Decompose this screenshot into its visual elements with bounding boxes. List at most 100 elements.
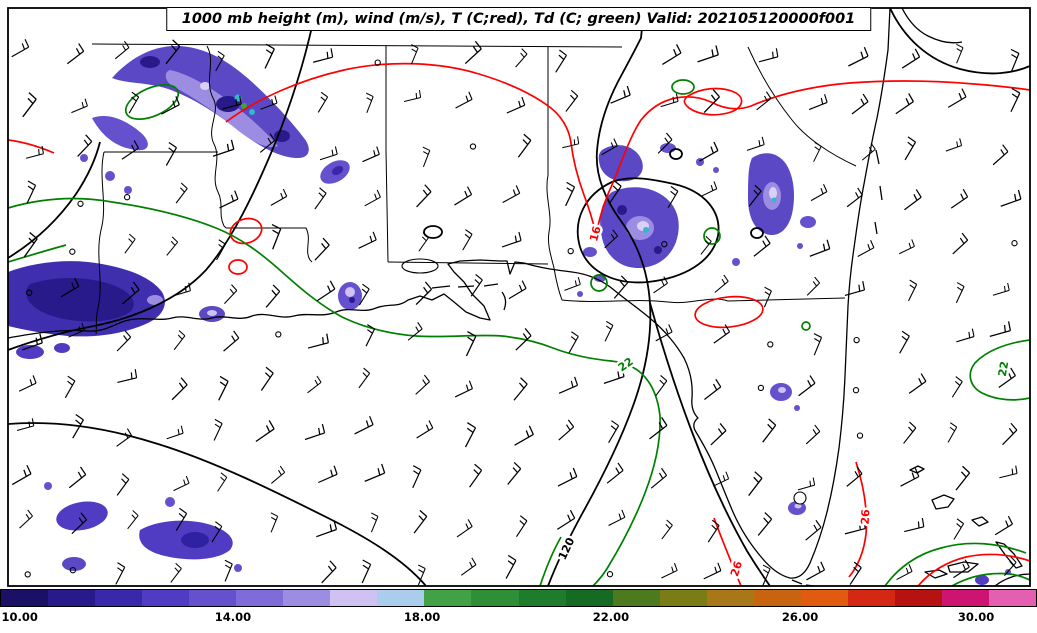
wind-barb xyxy=(416,420,434,439)
wind-barb xyxy=(844,519,866,535)
shaded-speck-green xyxy=(241,103,247,109)
wind-barb xyxy=(260,366,274,391)
dewpoint-contour-22 xyxy=(969,339,1030,401)
wind-barb xyxy=(710,423,727,446)
colorbar-segment xyxy=(48,590,96,606)
wind-barb xyxy=(171,377,188,401)
wind-barb xyxy=(218,375,229,401)
shaded-speck xyxy=(200,82,210,90)
wind-barb xyxy=(361,559,372,584)
colorbar-segment xyxy=(565,590,613,606)
wind-barb xyxy=(653,276,669,294)
state-border-alabama-georgia xyxy=(546,47,563,301)
wind-barb xyxy=(165,141,178,166)
wind-barb xyxy=(989,321,1012,337)
wind-barb xyxy=(608,179,622,205)
colorbar-segment xyxy=(283,590,331,606)
contour-label-dewpoint: 22 xyxy=(616,355,636,374)
wind-barb xyxy=(464,40,482,65)
colorbar-segment xyxy=(894,590,942,606)
shaded-dot xyxy=(797,243,803,249)
wind-barb xyxy=(224,559,233,582)
wind-barb xyxy=(455,91,473,109)
wind-barb xyxy=(608,420,620,444)
shaded-dot xyxy=(577,291,583,297)
wind-barb xyxy=(650,467,668,489)
wind-barb xyxy=(763,286,772,308)
wind-barb xyxy=(557,467,578,487)
wind-barb xyxy=(999,465,1018,479)
wind-barb xyxy=(370,512,379,533)
dewpoint-contour-closed xyxy=(124,84,180,120)
wind-barb xyxy=(895,93,914,115)
wind-barb xyxy=(762,418,777,443)
wind-barb xyxy=(124,233,136,254)
wind-barb xyxy=(19,509,33,529)
wind-barb xyxy=(758,48,779,63)
wind-barb xyxy=(77,134,93,157)
shaded-core xyxy=(181,532,209,548)
wind-barb xyxy=(851,93,869,115)
wind-barb xyxy=(116,428,133,447)
calm-wind-circle xyxy=(767,341,774,348)
wind-barb xyxy=(562,136,580,149)
wind-barb xyxy=(121,140,140,160)
wind-barb xyxy=(945,138,963,152)
wind-barb xyxy=(365,324,376,347)
colorbar-segment xyxy=(847,590,895,606)
state-borders xyxy=(91,43,857,335)
wind-barb xyxy=(166,425,184,440)
wind-barb xyxy=(992,282,1010,296)
wind-barb xyxy=(810,184,828,202)
wind-barb xyxy=(358,231,377,249)
wind-barb xyxy=(699,141,719,162)
wind-barb xyxy=(224,284,238,305)
shaded-dot xyxy=(713,167,719,173)
wind-barb xyxy=(517,133,532,158)
wind-barb xyxy=(861,142,876,161)
wind-barb xyxy=(127,510,139,530)
wind-barb xyxy=(746,136,765,151)
wind-barb xyxy=(565,181,576,207)
dewpoint-contour xyxy=(951,572,1030,586)
temperature-contour-26 xyxy=(713,517,742,586)
wind-barb xyxy=(697,45,719,63)
shaded-fragment xyxy=(320,160,350,184)
wind-barb xyxy=(515,48,528,68)
wind-barb xyxy=(809,239,831,257)
temperature-contour xyxy=(917,553,1030,586)
shaded-speck-cyan xyxy=(249,109,255,115)
wind-barb xyxy=(904,136,917,161)
shaded-speck xyxy=(349,297,355,303)
wind-barb xyxy=(506,96,526,114)
wind-barb xyxy=(901,48,921,69)
wind-barb xyxy=(316,280,336,302)
wind-barb xyxy=(956,328,975,343)
wind-barb xyxy=(748,471,763,497)
shaded-dot xyxy=(165,497,175,507)
wind-barb xyxy=(454,186,473,206)
wind-barb xyxy=(848,46,869,67)
wind-barb xyxy=(365,92,374,114)
wind-barb xyxy=(956,43,964,64)
wind-barb xyxy=(217,472,228,492)
wind-barb xyxy=(952,232,969,255)
shaded-speck xyxy=(769,187,777,199)
wind-barb xyxy=(655,374,668,397)
shaded-dot xyxy=(54,343,70,353)
colorbar-segment xyxy=(800,590,848,606)
colorbar-segment xyxy=(424,590,472,606)
wind-barb xyxy=(68,466,87,489)
calm-wind-circle xyxy=(661,241,668,248)
wind-barb xyxy=(603,367,625,384)
colorbar-segment xyxy=(659,590,707,606)
temperature-contour-closed xyxy=(228,259,248,275)
wind-barb xyxy=(700,181,718,197)
shaded-core xyxy=(617,205,627,215)
colorbar-tick-label: 26.00 xyxy=(781,610,819,624)
temperature-contour-closed xyxy=(694,295,764,329)
wind-barb xyxy=(321,560,337,584)
calm-wind-circle xyxy=(374,59,381,66)
wind-barb xyxy=(955,465,971,491)
